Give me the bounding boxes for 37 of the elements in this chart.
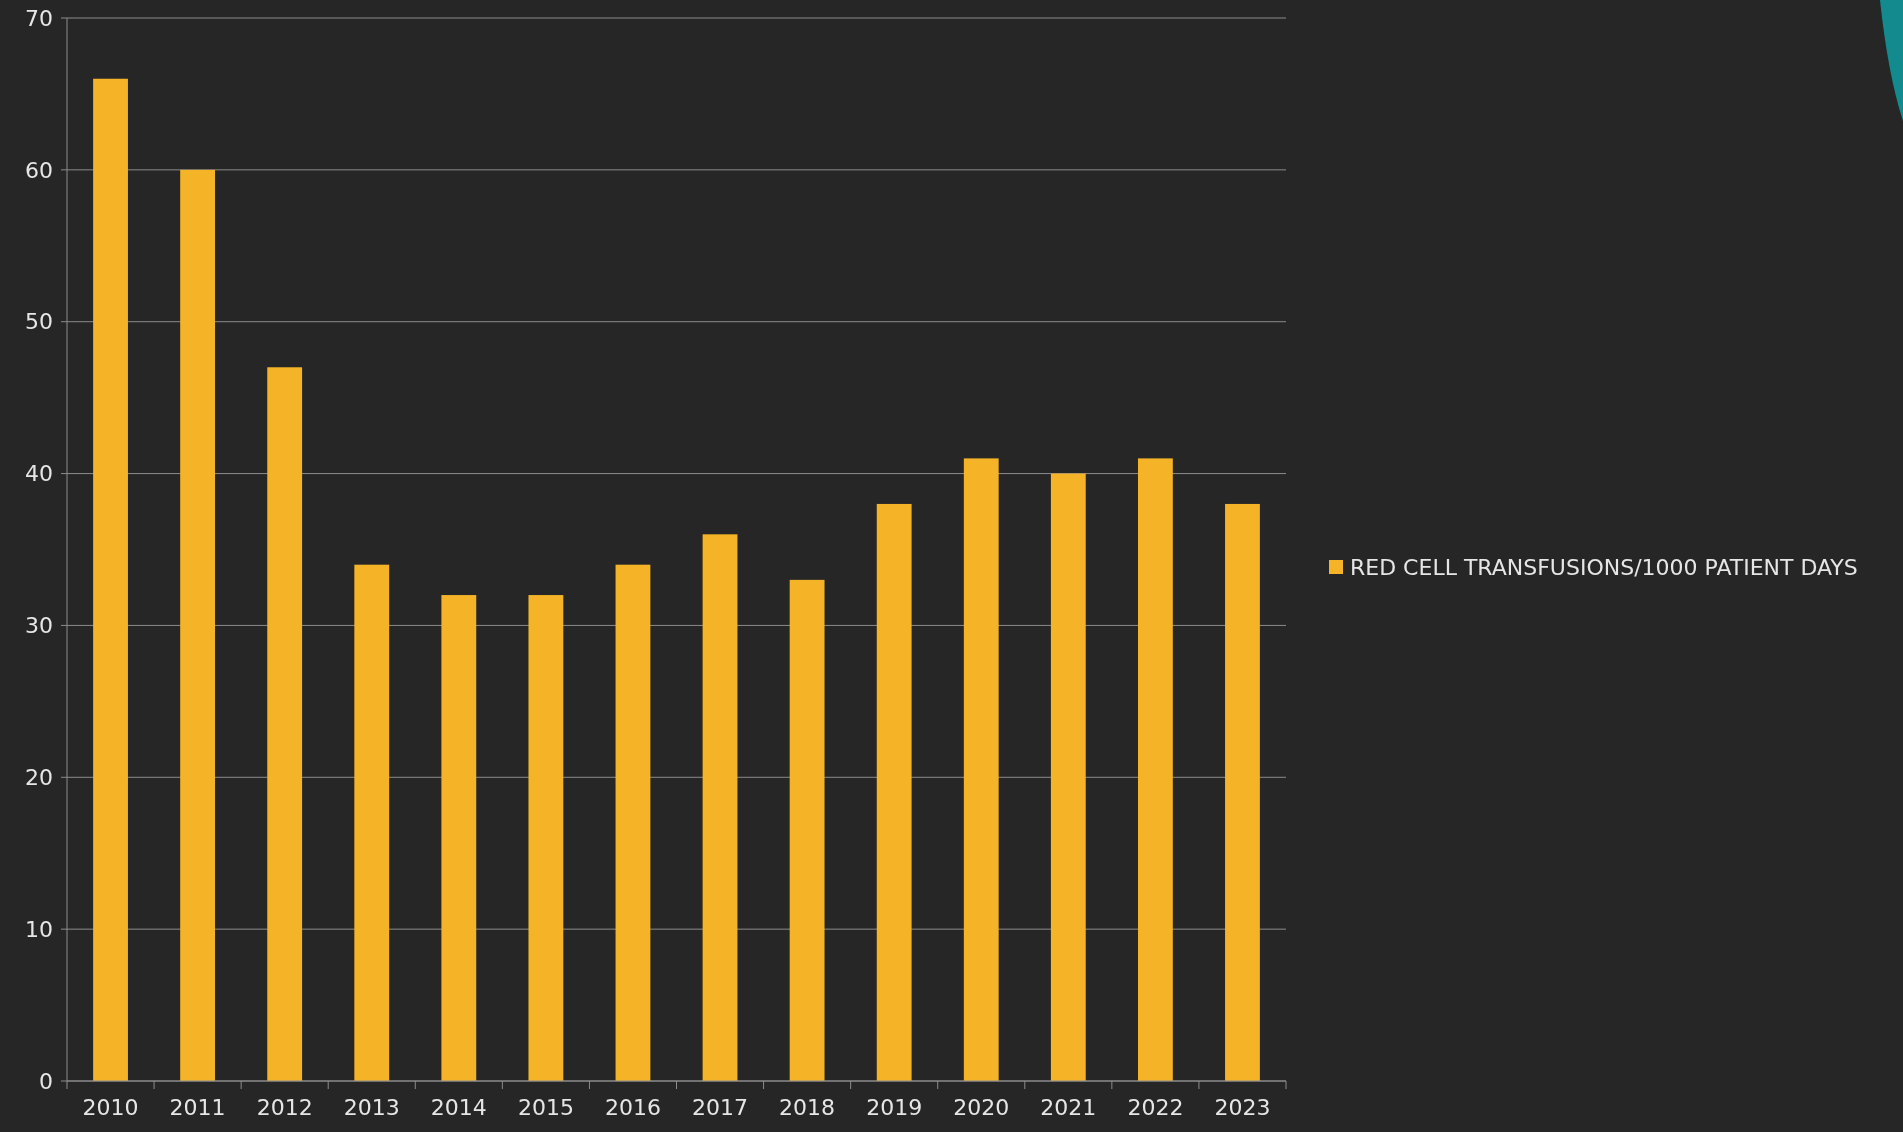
bar — [789, 579, 825, 1081]
bar — [528, 595, 564, 1081]
bar — [1050, 473, 1086, 1081]
y-tick-label: 60 — [25, 157, 53, 183]
bar — [1225, 503, 1260, 1081]
y-tick-label: 40 — [25, 461, 53, 487]
bar — [1137, 458, 1173, 1081]
x-tick-label: 2023 — [1214, 1095, 1271, 1120]
bar — [93, 78, 128, 1081]
bar — [441, 595, 477, 1081]
bar — [876, 503, 912, 1081]
y-tick-label: 0 — [39, 1068, 53, 1094]
x-tick-label: 2014 — [430, 1095, 487, 1120]
legend-label: RED CELL TRANSFUSIONS/1000 PATIENT DAYS — [1350, 554, 1858, 580]
x-tick-label: 2018 — [779, 1095, 836, 1120]
x-tick-label: 2011 — [169, 1095, 226, 1120]
bar — [354, 564, 390, 1081]
y-tick-label: 10 — [25, 916, 53, 942]
x-tick-label: 2010 — [82, 1095, 139, 1120]
bar — [267, 367, 303, 1081]
y-tick-label: 30 — [25, 613, 53, 639]
y-tick-label: 70 — [25, 5, 53, 31]
x-tick-label: 2021 — [1040, 1095, 1097, 1120]
x-tick-label: 2022 — [1127, 1095, 1184, 1120]
x-tick-label: 2016 — [604, 1095, 661, 1120]
x-tick-label: 2019 — [866, 1095, 923, 1120]
bar — [702, 534, 738, 1081]
bar — [963, 458, 999, 1081]
x-tick-label: 2017 — [692, 1095, 749, 1120]
y-tick-label: 20 — [25, 764, 53, 790]
bar — [615, 564, 651, 1081]
x-tick-label: 2012 — [256, 1095, 313, 1120]
x-tick-label: 2013 — [343, 1095, 400, 1120]
x-tick-label: 2020 — [953, 1095, 1010, 1120]
x-tick-label: 2015 — [517, 1095, 574, 1120]
y-tick-label: 50 — [25, 309, 53, 335]
bar — [180, 169, 216, 1081]
